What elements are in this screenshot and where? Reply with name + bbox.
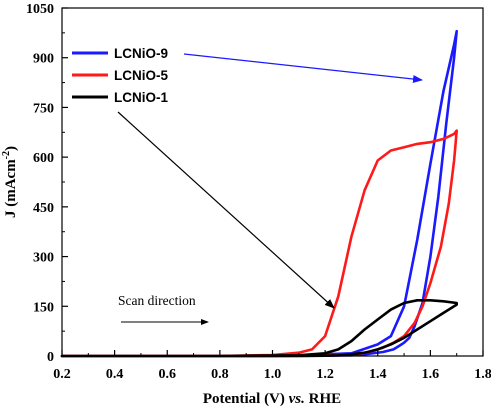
- x-tick-label: 0.2: [53, 367, 71, 382]
- y-tick-label: 750: [33, 101, 54, 116]
- series-line-lcnio-1: [60, 299, 458, 358]
- series-layer: [60, 29, 458, 358]
- x-tick-label: 1.2: [316, 367, 334, 382]
- y-axis-title: J (mAcm-2): [1, 146, 19, 218]
- tick-layer: 0.2 0.4 0.6 0.8 1.0 1.2 1.4 1.6 1.8 0 150 300 450 600…: [26, 2, 491, 382]
- legend-label-lcnio-5: LCNiO-5: [114, 68, 168, 83]
- scan-direction-label: Scan direction: [118, 293, 196, 308]
- x-tick-label: 0.4: [106, 367, 124, 382]
- y-tick-label: 450: [33, 201, 54, 216]
- x-tick-label: 1.6: [422, 367, 440, 382]
- annotation-arrow-lcnio-9: [183, 53, 423, 83]
- x-axis-title: Potential (V) vs. RHE: [203, 391, 341, 407]
- x-tick-label: 1.0: [264, 367, 282, 382]
- legend: LCNiO-9 LCNiO-5 LCNiO-1: [72, 46, 168, 105]
- y-tick-label: 1050: [26, 2, 54, 17]
- x-tick-label: 1.4: [369, 367, 387, 382]
- legend-label-lcnio-1: LCNiO-1: [114, 90, 168, 105]
- annotation-arrow-lcnio-1: [117, 111, 335, 309]
- legend-label-lcnio-9: LCNiO-9: [114, 46, 168, 61]
- y-tick-label: 600: [33, 151, 54, 166]
- x-tick-label: 0.6: [159, 367, 177, 382]
- x-tick-label: 0.8: [211, 367, 229, 382]
- y-tick-label: 900: [33, 52, 54, 67]
- y-tick-label: 0: [47, 350, 54, 365]
- x-tick-label: 1.8: [474, 367, 491, 382]
- y-tick-label: 150: [33, 300, 54, 315]
- y-tick-label: 300: [33, 251, 54, 266]
